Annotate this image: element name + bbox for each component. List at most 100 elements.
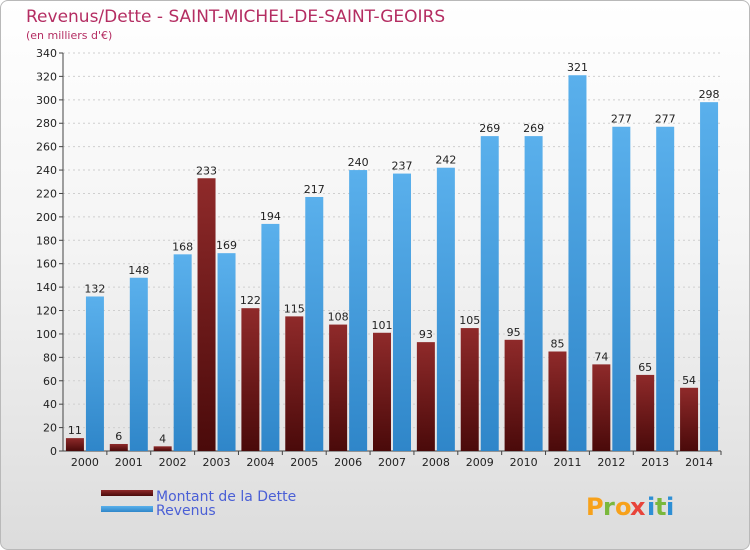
data-label-revenus: 269 [523,122,544,135]
logo-letter: P [586,493,604,521]
bar-revenus [261,223,280,451]
data-label-dette: 108 [328,311,349,324]
bar-dette [153,446,172,451]
bar-revenus [524,136,543,452]
y-tick-label: 340 [36,47,57,60]
y-tick-label: 300 [36,94,57,107]
data-label-dette: 115 [284,302,305,315]
data-label-dette: 11 [68,424,82,437]
bar-dette [592,364,611,451]
data-label-dette: 54 [682,374,696,387]
bar-revenus [568,75,587,451]
data-label-revenus: 168 [172,240,193,253]
y-tick-label: 160 [36,258,57,271]
bar-revenus [349,170,368,451]
logo-letter: i [647,493,655,521]
data-label-revenus: 277 [655,113,676,126]
bar-revenus [656,126,675,451]
y-tick-label: 40 [43,398,57,411]
bar-dette [285,316,304,451]
bar-revenus [700,102,719,451]
bar-revenus [612,126,631,451]
x-tick-label: 2001 [115,456,143,469]
x-tick-label: 2010 [510,456,538,469]
x-tick-label: 2008 [422,456,450,469]
bar-dette [416,342,435,451]
data-label-dette: 233 [196,164,217,177]
bar-revenus [393,173,411,451]
data-label-revenus: 169 [216,239,237,252]
y-tick-label: 100 [36,328,57,341]
bar-dette [329,324,348,451]
y-tick-label: 280 [36,117,57,130]
bar-dette [109,443,128,451]
data-label-revenus: 298 [699,88,720,101]
legend-swatch-revenus [101,506,153,512]
data-label-revenus: 217 [304,183,325,196]
legend-label-debt: Montant de la Dette [156,489,296,505]
data-label-dette: 74 [594,350,608,363]
bar-dette [197,178,216,452]
y-tick-label: 140 [36,281,57,294]
plot-area: 0 20 40 60 80 100 120 140 160 180 200 220 240 260 280 3… [36,47,722,469]
data-label-revenus: 194 [260,210,281,223]
bar-revenus [85,296,104,451]
data-label-dette: 93 [419,328,433,341]
data-label-revenus: 269 [479,122,500,135]
y-tick-label: 0 [50,445,57,458]
x-tick-label: 2013 [641,456,669,469]
data-label-dette: 65 [638,361,652,374]
logo-letter: x [630,493,646,521]
bar-dette [680,387,699,451]
data-label-revenus: 242 [435,154,456,167]
bar-revenus [217,253,236,451]
bar-revenus [129,277,148,451]
legend-label-revenus: Revenus [156,503,216,519]
data-label-dette: 6 [115,430,122,443]
bar-dette [65,438,84,451]
logo-letter: i [666,493,674,521]
bar-dette [504,339,523,451]
chart-subtitle: (en milliers d'€) [26,29,112,42]
x-tick-label: 2000 [71,456,99,469]
y-tick-label: 240 [36,164,57,177]
x-tick-label: 2005 [290,456,318,469]
x-tick-label: 2014 [685,456,713,469]
bar-dette [636,374,655,451]
y-tick-label: 60 [43,375,57,388]
logo-letter: o [615,493,632,521]
data-label-dette: 95 [507,326,521,339]
legend: Montant de la Dette Revenus [101,489,296,519]
data-label-revenus: 132 [84,282,105,295]
chart-title: Revenus/Dette - SAINT-MICHEL-DE-SAINT-GE… [26,7,445,27]
x-tick-label: 2002 [159,456,187,469]
data-label-dette: 85 [550,338,564,351]
logo-letter: t [655,493,666,521]
x-tick-label: 2007 [378,456,406,469]
bar-dette [548,351,567,451]
bar-dette [373,332,391,451]
logo-letter: r [603,493,615,521]
bar-dette [241,308,260,451]
data-label-revenus: 321 [567,61,588,74]
y-tick-label: 260 [36,141,57,154]
x-tick-label: 2003 [203,456,231,469]
x-tick-label: 2004 [246,456,274,469]
data-label-revenus: 148 [128,264,149,277]
y-tick-label: 80 [43,351,57,364]
y-tick-label: 120 [36,305,57,318]
x-tick-label: 2011 [553,456,581,469]
bar-revenus [173,254,192,451]
y-tick-label: 20 [43,422,57,435]
y-tick-label: 220 [36,187,57,200]
x-tick-label: 2006 [334,456,362,469]
y-tick-label: 200 [36,211,57,224]
data-label-dette: 122 [240,294,261,307]
data-label-dette: 4 [159,432,166,445]
data-label-dette: 101 [372,319,393,332]
data-label-revenus: 240 [348,156,369,169]
y-tick-label: 320 [36,70,57,83]
